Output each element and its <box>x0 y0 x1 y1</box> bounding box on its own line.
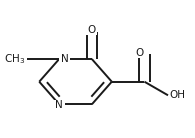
Text: N: N <box>61 54 68 64</box>
Bar <box>135 48 145 59</box>
Text: OH: OH <box>170 90 186 100</box>
Text: O: O <box>136 48 144 58</box>
Bar <box>59 54 70 64</box>
Text: O: O <box>88 25 96 35</box>
Bar <box>86 25 97 35</box>
Text: CH$_3$: CH$_3$ <box>4 52 25 66</box>
Bar <box>54 100 65 111</box>
Text: N: N <box>55 100 63 110</box>
